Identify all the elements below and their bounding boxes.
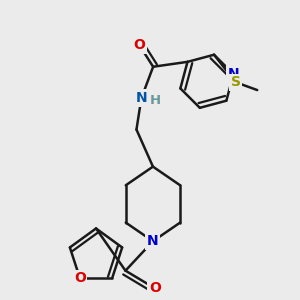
Text: O: O bbox=[149, 281, 161, 295]
Text: O: O bbox=[134, 38, 145, 52]
Text: N: N bbox=[228, 67, 239, 81]
Text: O: O bbox=[74, 271, 86, 285]
Text: N: N bbox=[136, 91, 147, 105]
Text: S: S bbox=[231, 75, 241, 89]
Text: H: H bbox=[149, 94, 161, 106]
Text: N: N bbox=[147, 234, 159, 248]
